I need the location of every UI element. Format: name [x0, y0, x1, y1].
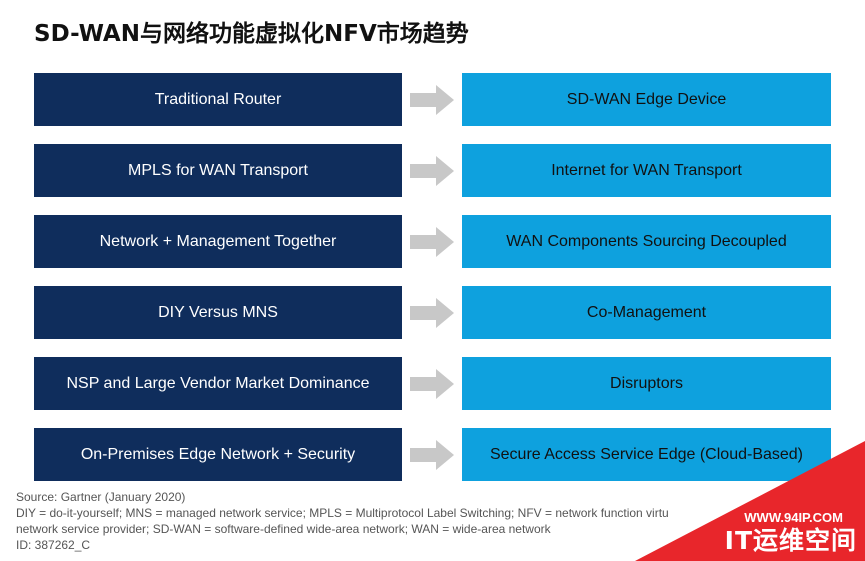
arrow-right-icon — [410, 156, 454, 186]
arrow-right-icon — [410, 85, 454, 115]
arrow-right-icon — [410, 369, 454, 399]
document-id: ID: 387262_C — [16, 538, 91, 552]
from-box: DIY Versus MNS — [34, 286, 402, 339]
page-title: SD-WAN与网络功能虚拟化NFV市场趋势 — [34, 21, 469, 47]
to-box: SD-WAN Edge Device — [462, 73, 831, 126]
watermark-banner — [635, 441, 865, 561]
trend-row: MPLS for WAN Transport Internet for WAN … — [34, 144, 834, 197]
from-box: On-Premises Edge Network + Security — [34, 428, 402, 481]
trend-row: DIY Versus MNS Co-Management — [34, 286, 834, 339]
from-box: Network + Management Together — [34, 215, 402, 268]
trend-row: On-Premises Edge Network + Security Secu… — [34, 428, 834, 481]
to-box: Co-Management — [462, 286, 831, 339]
abbreviation-note: network service provider; SD-WAN = softw… — [16, 522, 551, 536]
from-box: NSP and Large Vendor Market Dominance — [34, 357, 402, 410]
footnote: Source: Gartner (January 2020) DIY = do-… — [16, 489, 669, 553]
trend-row: Network + Management Together WAN Compon… — [34, 215, 834, 268]
trend-row: Traditional Router SD-WAN Edge Device — [34, 73, 834, 126]
to-box: Disruptors — [462, 357, 831, 410]
abbreviation-note: DIY = do-it-yourself; MNS = managed netw… — [16, 506, 669, 520]
arrow-right-icon — [410, 227, 454, 257]
trend-row: NSP and Large Vendor Market Dominance Di… — [34, 357, 834, 410]
arrow-right-icon — [410, 440, 454, 470]
from-box: Traditional Router — [34, 73, 402, 126]
to-box: Internet for WAN Transport — [462, 144, 831, 197]
watermark-url: WWW.94IP.COM — [744, 510, 843, 525]
to-box: WAN Components Sourcing Decoupled — [462, 215, 831, 268]
to-box: Secure Access Service Edge (Cloud-Based) — [462, 428, 831, 481]
trend-rows: Traditional Router SD-WAN Edge Device MP… — [34, 73, 834, 499]
from-box: MPLS for WAN Transport — [34, 144, 402, 197]
source-note: Source: Gartner (January 2020) — [16, 490, 186, 504]
arrow-right-icon — [410, 298, 454, 328]
watermark-name: IT运维空间 — [724, 526, 857, 555]
